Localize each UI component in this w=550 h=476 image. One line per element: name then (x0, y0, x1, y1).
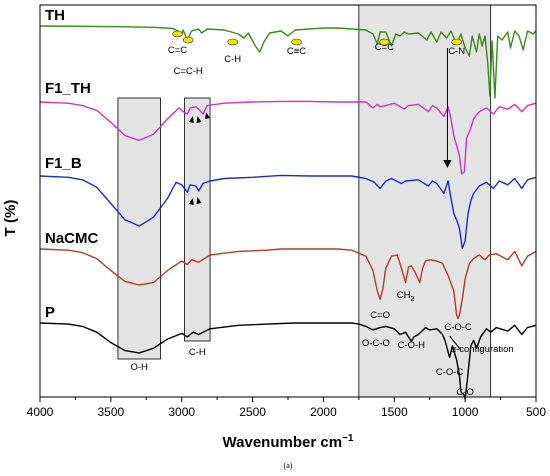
x-axis-title: Wavenumber cm−1 (223, 433, 354, 451)
figure-caption: (a) (284, 461, 293, 470)
series-line-th (39, 25, 537, 99)
series-label: P (45, 304, 55, 321)
annotation-arrow (449, 335, 462, 351)
band-annotations: C=C C=C-H C-H C≡C C=C C-N O-H C-H CH2 C=O O-C-O C-O… (130, 42, 513, 398)
x-tick-label: 4000 (27, 405, 54, 419)
highlight-region (117, 97, 161, 360)
band-label: α-configuration (451, 344, 514, 355)
x-tick-label: 3000 (168, 405, 195, 419)
band-marker-ellipse (227, 38, 239, 46)
arrowhead (188, 116, 194, 123)
arrowhead (196, 116, 202, 123)
x-tick-label: 2500 (239, 405, 266, 419)
x-tick-label: 2000 (310, 405, 337, 419)
band-label: C-H (189, 347, 206, 358)
band-marker-ellipse (182, 36, 194, 44)
arrowhead (443, 160, 452, 168)
x-tick-label: 3500 (98, 405, 125, 419)
band-label: C-O-C (444, 322, 472, 333)
series-line-f1-th (39, 100, 537, 175)
arrowhead (196, 197, 202, 204)
band-label: C=C (168, 45, 187, 56)
highlight-region (184, 97, 211, 342)
band-markers (172, 30, 462, 351)
series-layer (39, 25, 537, 400)
x-axis-title-superscript: −1 (342, 433, 354, 444)
band-label: C-O-H (398, 340, 426, 351)
band-label: C≡C (287, 46, 306, 57)
series-line-nacmc (39, 248, 537, 320)
series-label: TH (45, 7, 65, 24)
band-marker-ellipse (172, 30, 183, 38)
band-label: C-N (448, 46, 465, 57)
band-label: C-O-C (436, 367, 464, 378)
band-label: O-H (130, 362, 148, 373)
band-label: C=O (370, 310, 390, 321)
band-label: C-O (456, 387, 473, 398)
band-marker-ellipse (379, 38, 390, 46)
band-label: C-H (224, 54, 241, 65)
band-marker-ellipse (451, 38, 462, 46)
series-line-p (39, 322, 537, 400)
series-label: F1_TH (45, 80, 91, 97)
highlight-region (358, 4, 492, 398)
series-labels: TH F1_TH F1_B NaCMC P (45, 7, 99, 321)
band-label: CH2 (397, 290, 415, 303)
arrowhead (188, 198, 194, 205)
x-axis: 4000 3500 3000 2500 2000 1500 1000 500 (27, 397, 546, 419)
band-marker-ellipse (291, 38, 302, 46)
series-label: F1_B (45, 155, 82, 172)
x-tick-label: 1500 (381, 405, 408, 419)
series-label: NaCMC (45, 230, 99, 247)
arrowhead (205, 112, 211, 119)
x-tick-label: 1000 (452, 405, 479, 419)
series-line-f1-b (39, 174, 537, 250)
y-axis-title: T (%) (2, 200, 19, 237)
x-tick-label: 500 (526, 405, 546, 419)
highlight-regions (117, 4, 492, 398)
band-label: C=C-H (173, 66, 202, 77)
band-label: O-C-O (362, 338, 390, 349)
band-label: C=C (375, 42, 394, 53)
